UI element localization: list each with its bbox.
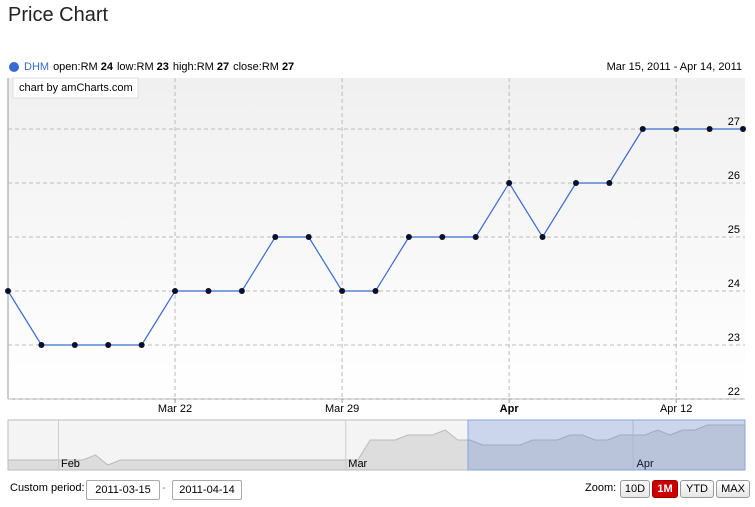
- legend-label: close:RM: [233, 61, 279, 73]
- credit[interactable]: chart by amCharts.com: [19, 82, 133, 94]
- data-point: [205, 288, 212, 294]
- y-tick-label: 23: [728, 332, 740, 344]
- data-point: [238, 288, 245, 294]
- separator: -: [162, 482, 166, 494]
- date-input[interactable]: 2011-04-14: [172, 480, 242, 500]
- y-tick-label: 24: [728, 278, 740, 290]
- navigator-label: Apr: [637, 458, 654, 470]
- credit-box: [12, 77, 139, 99]
- legend-value: 27: [217, 61, 229, 73]
- data-point: [305, 234, 312, 240]
- legend-value: 27: [282, 61, 294, 73]
- page-title: Price Chart: [8, 4, 109, 26]
- data-point: [506, 180, 513, 186]
- navigator-label: Mar: [348, 458, 367, 470]
- data-point: [706, 126, 713, 132]
- data-point: [572, 180, 579, 186]
- x-tick-label: Mar 22: [158, 403, 192, 415]
- data-point: [740, 126, 746, 132]
- y-tick-label: 25: [728, 224, 740, 236]
- navigator-label: Feb: [61, 458, 80, 470]
- legend-marker: [9, 62, 19, 72]
- zoom-button[interactable]: 10D: [620, 480, 650, 498]
- data-point: [138, 342, 145, 348]
- custom-label: Custom period:: [10, 482, 85, 494]
- data-point: [105, 342, 112, 348]
- data-point: [639, 126, 646, 132]
- y-tick-label: 26: [728, 170, 740, 182]
- data-point: [673, 126, 680, 132]
- legend-value: 23: [157, 61, 169, 73]
- date-input[interactable]: 2011-03-15: [86, 480, 160, 500]
- data-point: [606, 180, 613, 186]
- navigator-selection[interactable]: [467, 419, 746, 471]
- data-point: [539, 234, 546, 240]
- legend-label: low:RM: [117, 61, 154, 73]
- x-tick-label: Apr 12: [660, 403, 692, 415]
- data-point: [71, 342, 78, 348]
- data-point: [405, 234, 412, 240]
- x-tick-label: Apr: [500, 403, 520, 415]
- data-point: [38, 342, 45, 348]
- data-point: [272, 234, 279, 240]
- zoom-button[interactable]: 1M: [652, 480, 678, 498]
- x-tick-label: Mar 29: [325, 403, 359, 415]
- data-point: [339, 288, 346, 294]
- navigator-layer: Feb Mar Apr: [7, 420, 746, 471]
- legend-name: DHM: [24, 61, 49, 73]
- plot-layer: 22 23 24 25 26 27 Mar 22 Mar 29 Apr Apr 12: [5, 78, 746, 415]
- zoom-button[interactable]: MAX: [716, 480, 750, 498]
- legend-value: 24: [101, 61, 114, 73]
- plot-area: [8, 78, 745, 399]
- navigator-area: [7, 424, 746, 471]
- zoom-label: Zoom:: [585, 482, 617, 494]
- legend-label: high:RM: [173, 61, 214, 73]
- data-point: [5, 288, 11, 294]
- data-point: [372, 288, 379, 294]
- date-range: Mar 15, 2011 - Apr 14, 2011: [607, 61, 742, 73]
- data-point: [439, 234, 446, 240]
- data-point: [172, 288, 179, 294]
- zoom-button[interactable]: YTD: [680, 480, 714, 498]
- y-tick-label: 27: [728, 116, 740, 128]
- legend: DHM open:RM 24 low:RM 23 high:RM 27 close:RM 27: [24, 61, 294, 73]
- y-tick-label: 22: [728, 386, 740, 398]
- legend-label: open:RM: [53, 61, 98, 73]
- data-point: [472, 234, 479, 240]
